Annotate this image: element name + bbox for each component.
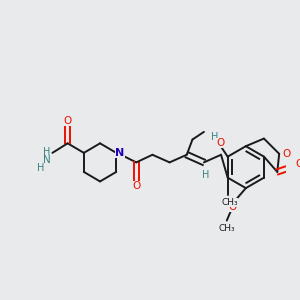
Text: H: H: [43, 147, 50, 157]
Text: O: O: [228, 202, 237, 212]
Text: O: O: [216, 138, 224, 148]
Text: H: H: [37, 163, 45, 173]
Text: O: O: [132, 181, 140, 191]
Text: O: O: [64, 116, 72, 126]
Text: O: O: [283, 149, 291, 159]
Text: H: H: [202, 170, 209, 180]
Text: CH₃: CH₃: [218, 224, 235, 232]
Text: H: H: [211, 132, 218, 142]
Text: O: O: [295, 159, 300, 169]
Text: N: N: [116, 148, 125, 158]
Text: CH₃: CH₃: [221, 198, 238, 207]
Text: N: N: [43, 155, 51, 166]
